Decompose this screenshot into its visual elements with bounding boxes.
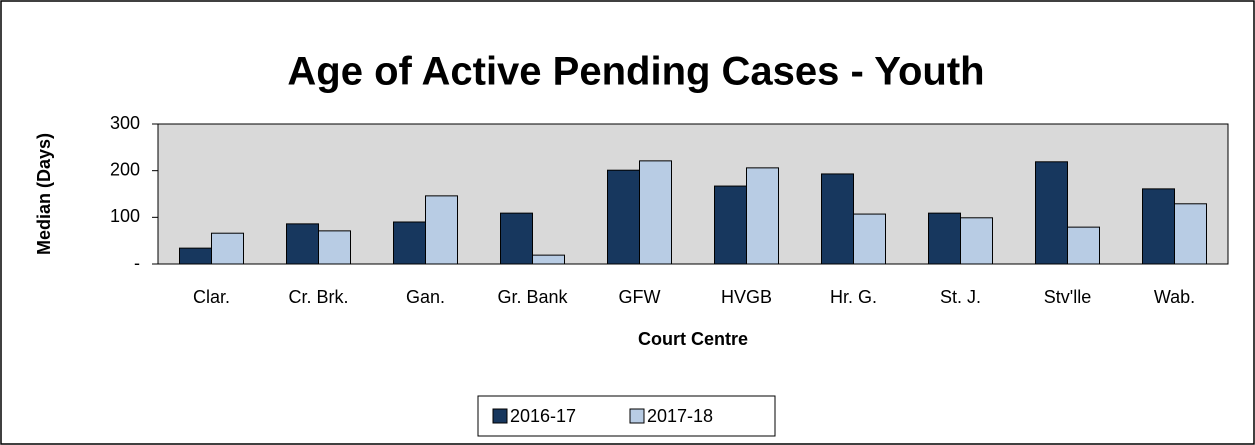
x-tick-label: St. J. [940, 287, 981, 307]
x-tick-label: GFW [619, 287, 661, 307]
y-tick-label: - [134, 253, 140, 273]
bar [1067, 226, 1100, 265]
bar [607, 169, 640, 265]
bar [211, 232, 244, 265]
bar [500, 212, 533, 265]
bar [318, 230, 351, 265]
y-axis-title: Median (Days) [34, 133, 54, 255]
x-tick-label: Gan. [406, 287, 445, 307]
bar [1142, 188, 1175, 265]
bar [821, 173, 854, 265]
bar [928, 212, 961, 265]
bar [425, 195, 458, 265]
bar [393, 221, 426, 265]
bar [746, 167, 779, 265]
legend-label: 2016-17 [510, 406, 576, 426]
bar [179, 247, 212, 265]
y-tick-label: 300 [110, 113, 140, 133]
x-tick-label: Clar. [193, 287, 230, 307]
bar [960, 217, 993, 265]
x-tick-label: Cr. Brk. [288, 287, 348, 307]
legend-box [477, 395, 776, 437]
bar [532, 254, 565, 265]
bar [1174, 203, 1207, 265]
legend-label: 2017-18 [647, 406, 713, 426]
y-tick-label: 200 [110, 159, 140, 179]
chart-title: Age of Active Pending Cases - Youth [287, 50, 984, 94]
bar [639, 160, 672, 265]
x-tick-label: Gr. Bank [497, 287, 568, 307]
legend-swatch [629, 408, 645, 424]
y-tick-label: 100 [110, 206, 140, 226]
x-tick-label: Wab. [1154, 287, 1195, 307]
x-axis-title: Court Centre [638, 329, 748, 349]
x-tick-label: HVGB [721, 287, 772, 307]
bar [714, 185, 747, 265]
legend-swatch [492, 408, 508, 424]
bar [1035, 161, 1068, 265]
x-tick-label: Hr. G. [830, 287, 877, 307]
x-tick-label: Stv'lle [1044, 287, 1091, 307]
bar [286, 223, 319, 265]
bar [853, 213, 886, 265]
